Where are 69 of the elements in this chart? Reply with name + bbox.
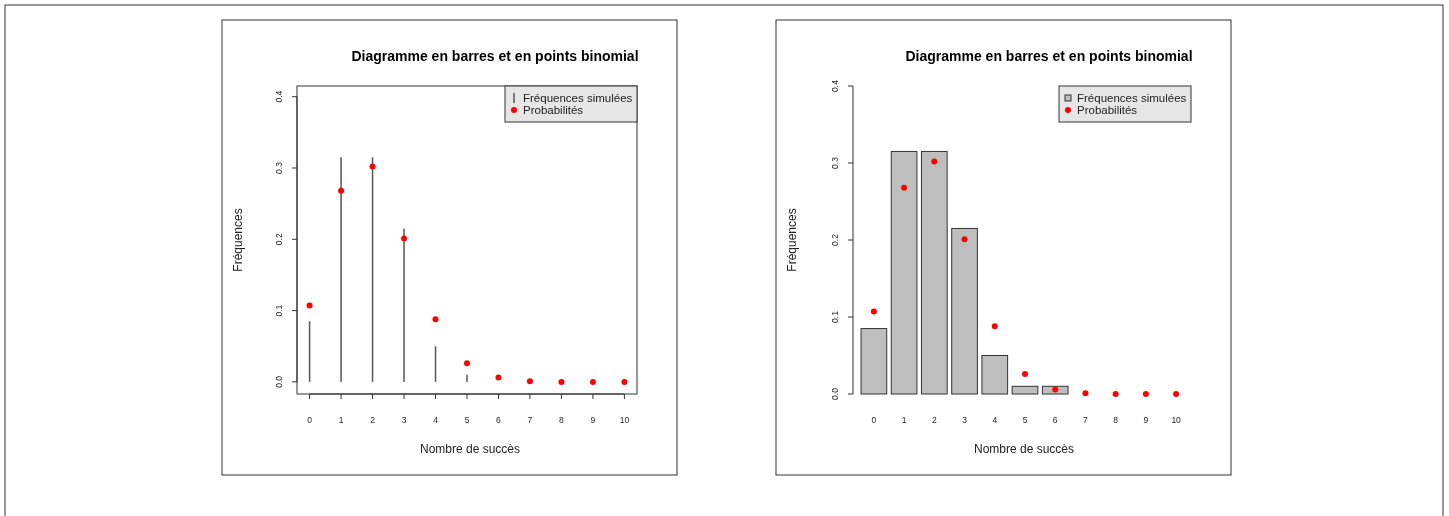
- x-tick-label: 5: [1022, 415, 1028, 425]
- point: [1142, 391, 1149, 397]
- x-tick-label: 3: [401, 415, 407, 425]
- bar: [951, 227, 978, 395]
- y-tick-label: 0.2: [830, 233, 840, 246]
- x-tick-label: 4: [433, 415, 439, 425]
- x-tick-label: 10: [619, 415, 630, 425]
- point: [931, 158, 938, 165]
- point: [495, 374, 502, 381]
- y-tick-label: 0.2: [274, 233, 284, 246]
- y-tick-label: 0.4: [274, 90, 284, 103]
- x-tick-label: 9: [590, 415, 596, 425]
- y-tick-label: 0.4: [830, 79, 840, 92]
- x-tick-label: 8: [1113, 415, 1119, 425]
- x-tick-label: 9: [1143, 415, 1149, 425]
- legend-label: Fréquences simulées: [523, 92, 633, 104]
- chart-title: Diagramme en barres et en points binomial: [351, 48, 639, 64]
- x-axis-title: Nombre de succès: [973, 442, 1075, 456]
- point: [1112, 391, 1119, 397]
- x-tick-label: 10: [1171, 415, 1182, 425]
- x-axis-title: Nombre de succès: [419, 442, 521, 456]
- point: [901, 184, 908, 191]
- y-tick-label: 0.3: [830, 156, 840, 169]
- x-tick-label: 1: [338, 415, 344, 425]
- point: [432, 316, 439, 323]
- y-axis-title: Fréquences: [231, 208, 245, 272]
- x-tick-label: 4: [992, 415, 998, 425]
- y-tick-label: 0.1: [274, 304, 284, 317]
- chart-title: Diagramme en barres et en points binomial: [905, 48, 1193, 64]
- point: [1022, 370, 1028, 377]
- point: [558, 378, 565, 385]
- point: [1173, 391, 1180, 397]
- y-tick-label: 0.0: [274, 375, 284, 388]
- x-tick-label: 6: [1052, 415, 1058, 425]
- y-tick-label: 0.0: [830, 387, 840, 400]
- x-tick-label: 7: [527, 415, 533, 425]
- point: [401, 235, 408, 242]
- y-axis-title: Fréquences: [785, 208, 799, 272]
- point: [991, 323, 998, 330]
- x-tick-label: 6: [496, 415, 502, 425]
- bar: [860, 328, 888, 395]
- y-tick-label: 0.3: [274, 161, 284, 174]
- point: [1082, 390, 1089, 397]
- bar: [981, 355, 1009, 395]
- legend-label: Fréquences simulées: [1077, 92, 1187, 104]
- point: [338, 187, 345, 194]
- x-tick-label: 3: [962, 415, 968, 425]
- point: [621, 378, 628, 385]
- point: [369, 163, 376, 170]
- x-tick-label: 2: [370, 415, 376, 425]
- x-tick-label: 2: [931, 415, 937, 425]
- point: [464, 360, 470, 367]
- x-tick-label: 7: [1083, 415, 1089, 425]
- x-tick-label: 5: [464, 415, 470, 425]
- point: [526, 378, 533, 385]
- point: [870, 308, 877, 315]
- bar: [1011, 385, 1039, 395]
- legend-label: Probabilités: [1077, 104, 1138, 116]
- y-tick-label: 0.1: [830, 310, 840, 323]
- point: [961, 236, 968, 243]
- x-tick-label: 0: [307, 415, 313, 425]
- x-tick-label: 0: [871, 415, 877, 425]
- bar: [920, 150, 948, 395]
- bar: [890, 150, 918, 395]
- x-tick-label: 1: [901, 415, 907, 425]
- legend-label: Probabilités: [523, 104, 584, 116]
- point: [306, 302, 313, 309]
- point: [589, 378, 596, 385]
- x-tick-label: 8: [559, 415, 565, 425]
